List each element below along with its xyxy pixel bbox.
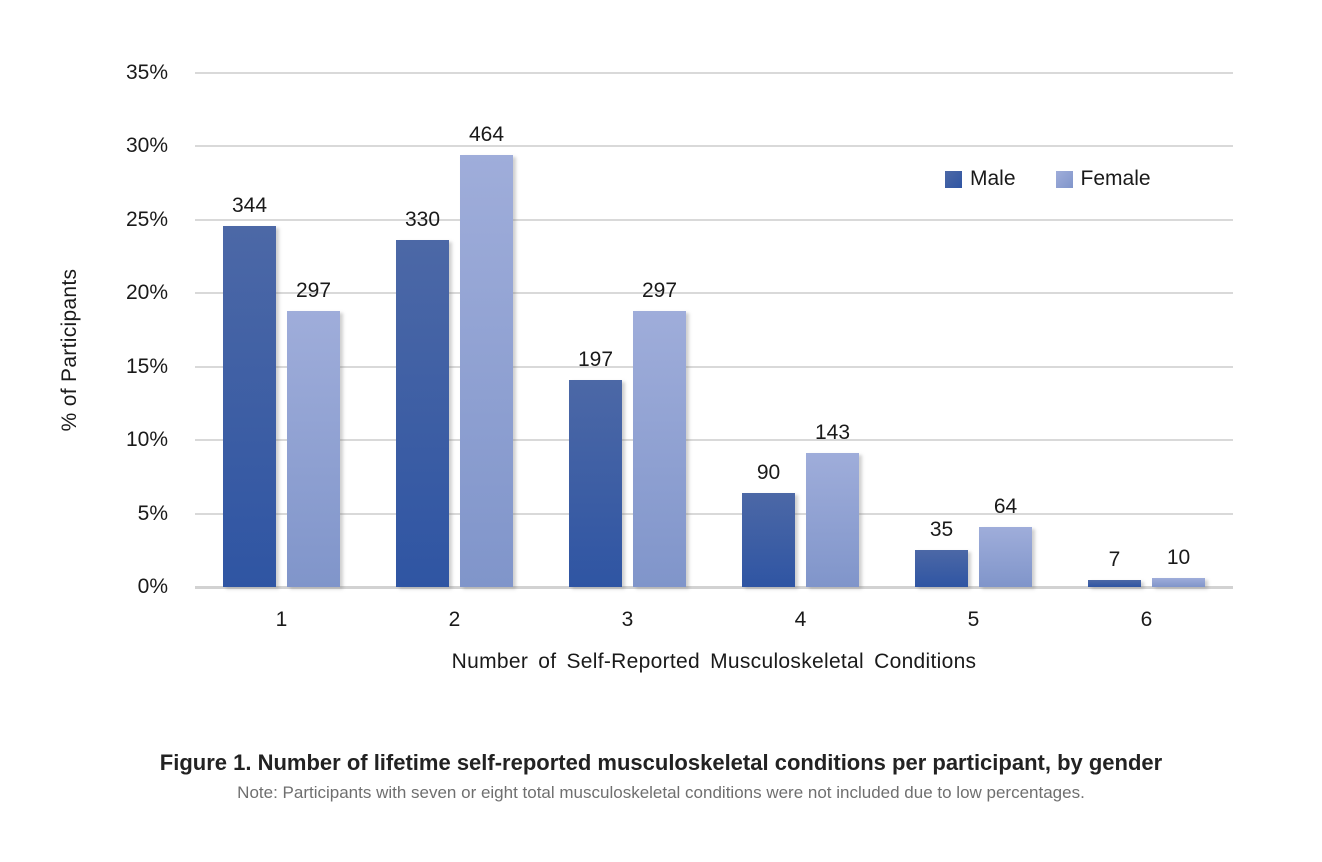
data-label: 143	[814, 421, 851, 445]
x-tick-label: 1	[275, 608, 288, 631]
legend-item-male: Male	[945, 167, 1016, 191]
data-label: 10	[1166, 545, 1191, 569]
data-label: 344	[231, 193, 268, 217]
data-label: 7	[1108, 547, 1121, 571]
bar-male-2: 330	[396, 208, 449, 587]
data-label: 197	[577, 347, 614, 371]
y-tick-label: 15%	[125, 354, 168, 378]
data-label: 64	[993, 494, 1018, 518]
bar-male-4: 90	[742, 461, 795, 587]
legend-item-female: Female	[1055, 167, 1151, 191]
data-label: 90	[756, 461, 781, 484]
y-tick-label: 10%	[125, 428, 168, 452]
data-label: 330	[404, 208, 441, 232]
gridline	[195, 218, 1233, 221]
x-tick-label: 2	[448, 608, 461, 631]
bar-group-4: 90 143	[714, 73, 887, 587]
legend: Male Female	[945, 167, 1151, 191]
y-tick-label: 20%	[125, 281, 168, 305]
figure-caption: Figure 1. Number of lifetime self-report…	[159, 750, 1163, 775]
bar-female-2: 464	[460, 123, 513, 587]
y-tick-label: 25%	[125, 207, 168, 231]
data-label: 464	[468, 123, 505, 147]
legend-swatch-icon	[945, 170, 962, 188]
bar-male-5: 35	[915, 518, 968, 587]
y-tick-label: 30%	[125, 134, 168, 158]
bar-male-6: 7	[1088, 548, 1141, 587]
x-tick-label: 5	[967, 608, 980, 631]
data-label: 35	[929, 518, 954, 542]
legend-label: Male	[970, 167, 1016, 190]
data-label: 297	[295, 278, 332, 302]
gridline	[195, 72, 1233, 74]
plot-area: 344 297 330 464 197 297 90 143 35 64 7 10 Male Femal…	[195, 72, 1233, 589]
bar-female-1: 297	[287, 279, 340, 587]
bar-group-5: 35 64	[887, 73, 1060, 587]
legend-label: Female	[1080, 167, 1151, 190]
x-axis-tick-labels: 1 2 3 4 5 6	[195, 608, 1233, 632]
bar-group-3: 197 297	[541, 73, 714, 587]
bar-male-1: 344	[223, 194, 276, 587]
gridline	[195, 292, 1233, 295]
gridline	[195, 512, 1233, 515]
x-tick-label: 6	[1140, 608, 1153, 631]
gridlines	[195, 72, 1233, 589]
y-tick-label: 0%	[137, 575, 168, 598]
x-tick-label: 3	[621, 608, 634, 631]
bar-group-2: 330 464	[368, 73, 541, 587]
x-axis-title: Number of Self-Reported Musculoskeletal …	[451, 650, 977, 673]
bar-groups: 344 297 330 464 197 297 90 143 35 64 7 10	[195, 73, 1233, 587]
bar-female-4: 143	[806, 421, 859, 587]
bar-female-6: 10	[1152, 546, 1205, 587]
bar-male-3: 197	[569, 348, 622, 587]
y-tick-label: 5%	[137, 501, 168, 525]
figure-note: Note: Participants with seven or eight t…	[237, 783, 1085, 802]
y-axis-tick-labels: 35% 30% 25% 20% 15% 10% 5% 0%	[0, 61, 170, 598]
bar-group-6: 7 10	[1060, 73, 1233, 587]
data-label: 297	[641, 278, 678, 302]
gridline	[195, 365, 1233, 368]
x-tick-label: 4	[794, 608, 807, 631]
y-tick-label: 35%	[125, 61, 168, 84]
legend-swatch-icon	[1055, 170, 1073, 188]
bar-group-1: 344 297	[195, 73, 368, 587]
gridline	[195, 439, 1233, 442]
gridline	[195, 145, 1233, 148]
bar-female-3: 297	[633, 279, 686, 587]
gridline	[195, 586, 1233, 589]
bar-female-5: 64	[979, 495, 1032, 587]
